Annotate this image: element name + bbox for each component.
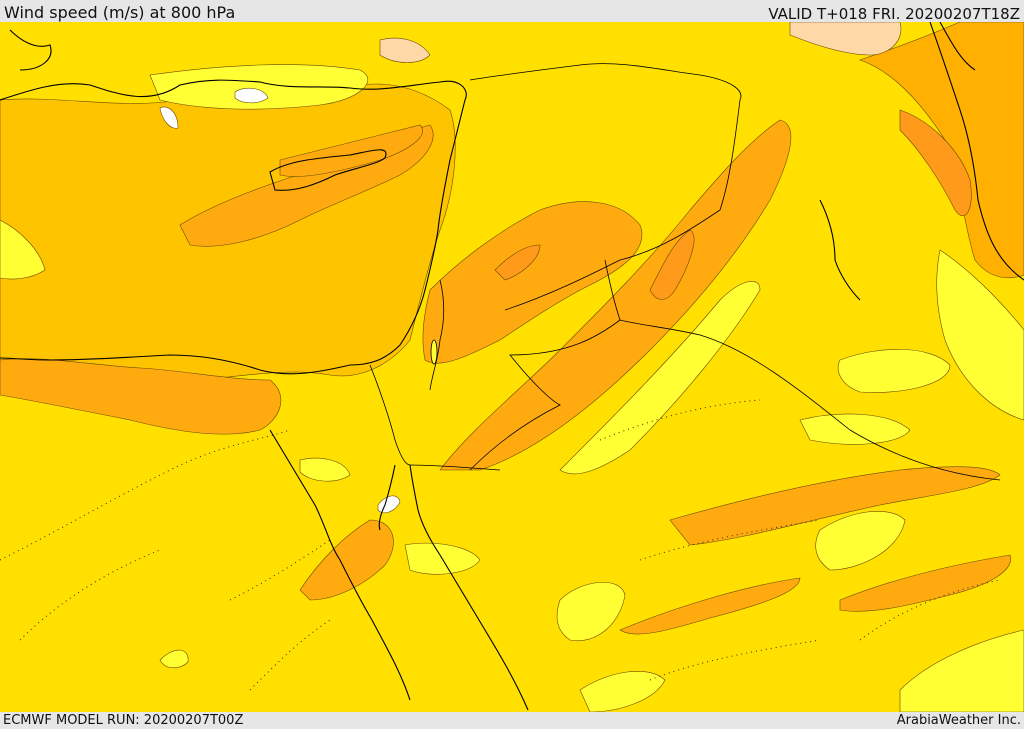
lake-dead-sea	[430, 339, 438, 365]
field-iraq-core	[649, 229, 695, 300]
field-turkey-yellow	[149, 64, 369, 110]
credit-label: ArabiaWeather Inc.	[896, 713, 1021, 728]
borders	[369, 63, 1001, 481]
model-run-label: ECMWF MODEL RUN: 20200207T00Z	[3, 713, 244, 728]
weather-map[interactable]	[0, 22, 1024, 712]
field-syria-core	[494, 244, 541, 281]
valid-time: VALID T+018 FRI. 20200207T18Z	[768, 5, 1020, 23]
field-egypt-band	[0, 358, 282, 435]
field-turkey-peach	[789, 22, 902, 56]
dotted-contours	[0, 399, 1001, 691]
field-yellow-sinai	[299, 457, 351, 482]
field-south-east-orange	[839, 554, 1011, 612]
field-yellow-gulf	[799, 413, 911, 445]
field-yellow-lowleft	[159, 649, 189, 669]
field-iraq-band	[439, 119, 792, 471]
field-yellow-saudi-b	[556, 582, 626, 642]
field-yellow-west	[0, 219, 46, 280]
field-yellow-kuwait	[837, 349, 951, 393]
header-bar: Wind speed (m/s) at 800 hPa VALID T+018 …	[0, 0, 1024, 23]
coastlines	[0, 22, 1024, 711]
field-redsea-orange	[299, 519, 394, 601]
field-iran-orange	[859, 22, 1024, 279]
field-iran-core	[899, 109, 972, 217]
field-white-2	[159, 106, 179, 129]
field-saudi-streak-2	[619, 577, 801, 635]
map-title: Wind speed (m/s) at 800 hPa	[4, 3, 236, 22]
field-levant-orange	[422, 201, 643, 364]
field-cyprus-band	[279, 124, 423, 177]
field-turkey-peach-2	[379, 37, 431, 63]
field-yellow-southeast	[899, 629, 1024, 712]
field-yellow-iraq	[559, 281, 761, 475]
field-yellow-east	[936, 249, 1024, 421]
field-yellow-saudi-a	[815, 510, 906, 571]
field-white-1	[234, 87, 269, 104]
map-canvas	[0, 22, 1024, 712]
footer-bar: ECMWF MODEL RUN: 20200207T00Z ArabiaWeat…	[0, 712, 1024, 729]
field-yellow-south	[579, 670, 666, 712]
